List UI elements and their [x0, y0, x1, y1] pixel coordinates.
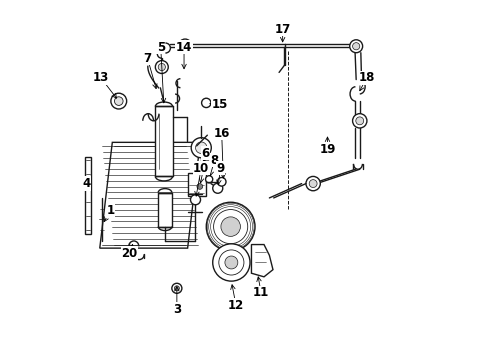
Circle shape — [353, 42, 360, 50]
Circle shape — [213, 244, 250, 281]
Circle shape — [350, 40, 363, 53]
Circle shape — [197, 184, 203, 189]
Circle shape — [205, 176, 213, 183]
Bar — [155, 107, 172, 176]
Circle shape — [191, 195, 200, 205]
Text: 11: 11 — [253, 287, 270, 300]
Text: 14: 14 — [176, 41, 192, 54]
Text: 6: 6 — [201, 147, 210, 159]
Text: 18: 18 — [359, 71, 375, 84]
Circle shape — [174, 286, 179, 291]
Circle shape — [181, 42, 189, 49]
Circle shape — [115, 97, 123, 105]
Text: 1: 1 — [106, 204, 115, 217]
Circle shape — [356, 117, 364, 125]
Circle shape — [158, 63, 166, 71]
Circle shape — [353, 114, 367, 128]
Bar — [85, 157, 91, 234]
Circle shape — [206, 202, 255, 251]
Text: 17: 17 — [274, 23, 291, 36]
Circle shape — [221, 217, 241, 237]
Text: 2: 2 — [201, 152, 210, 165]
Text: 20: 20 — [122, 247, 138, 260]
Circle shape — [201, 98, 211, 108]
Text: 7: 7 — [144, 51, 151, 64]
Bar — [158, 193, 172, 226]
Text: 4: 4 — [82, 177, 91, 190]
Circle shape — [111, 93, 126, 109]
Text: 9: 9 — [217, 162, 225, 175]
Circle shape — [309, 180, 317, 188]
Text: 12: 12 — [228, 299, 244, 312]
Bar — [188, 173, 205, 196]
Circle shape — [218, 177, 226, 186]
Text: 10: 10 — [193, 162, 209, 175]
Text: 19: 19 — [319, 143, 336, 156]
Polygon shape — [100, 142, 200, 248]
Circle shape — [155, 60, 168, 73]
Text: 15: 15 — [212, 98, 228, 111]
Text: 16: 16 — [214, 127, 230, 140]
Text: 5: 5 — [157, 41, 165, 54]
Text: 3: 3 — [173, 303, 181, 316]
Circle shape — [191, 138, 211, 158]
Circle shape — [225, 256, 238, 269]
Circle shape — [179, 39, 192, 52]
Circle shape — [213, 183, 223, 193]
Circle shape — [196, 142, 207, 153]
Circle shape — [306, 176, 320, 191]
Text: 8: 8 — [210, 154, 219, 167]
Circle shape — [172, 283, 182, 293]
Polygon shape — [251, 244, 273, 277]
Text: 13: 13 — [93, 71, 109, 84]
